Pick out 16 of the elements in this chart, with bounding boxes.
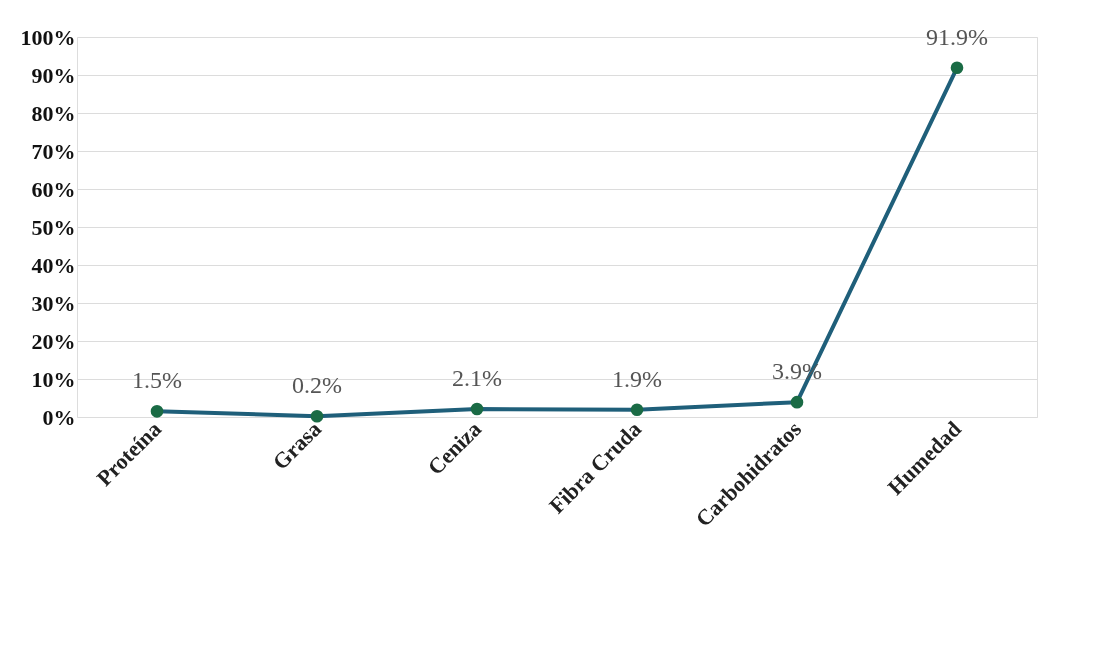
- data-label: 91.9%: [926, 23, 988, 50]
- y-tick-label: 30%: [31, 290, 76, 316]
- y-tick-label: 0%: [42, 404, 76, 430]
- data-label: 1.5%: [132, 367, 182, 394]
- data-label: 1.9%: [612, 365, 662, 392]
- y-tick-label: 60%: [31, 176, 76, 202]
- y-tick-label: 90%: [31, 62, 76, 88]
- y-tick-label: 70%: [31, 138, 76, 164]
- y-tick-label: 10%: [31, 366, 76, 392]
- y-tick-label: 40%: [31, 252, 76, 278]
- y-tick-label: 80%: [31, 100, 76, 126]
- y-tick-label: 100%: [20, 24, 76, 50]
- data-label: 0.2%: [292, 372, 342, 399]
- data-label: 2.1%: [452, 365, 502, 392]
- y-tick-label: 50%: [31, 214, 76, 240]
- y-tick-label: 20%: [31, 328, 76, 354]
